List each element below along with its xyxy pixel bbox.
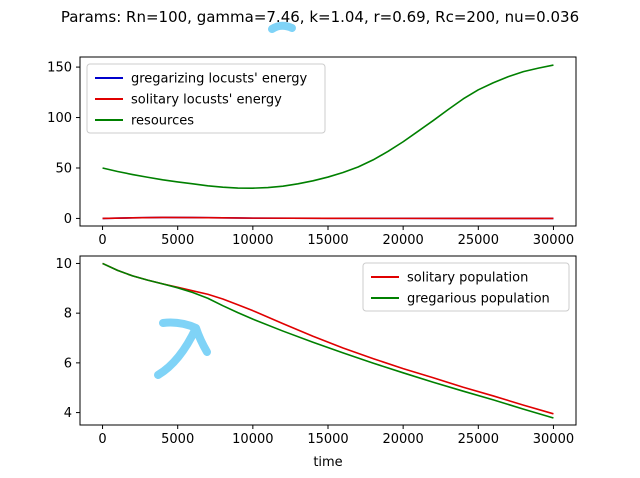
legend-label: gregarizing locusts' energy [131, 72, 307, 87]
x-axis-label: time [313, 455, 342, 470]
x-axis: 0 5000 10000 15000 20000 25000 30000 [98, 425, 574, 447]
y-axis: 4 6 8 10 [55, 257, 80, 421]
y-tick-label: 8 [64, 307, 72, 322]
chart-population: 0 5000 10000 15000 20000 25000 30000 4 6 8 10 sol… [55, 255, 577, 470]
y-tick-label: 4 [64, 406, 72, 421]
series-line-2 [102, 64, 554, 189]
x-tick-label: 30000 [533, 233, 574, 248]
series-layer [102, 262, 554, 419]
y-tick-label: 10 [55, 257, 72, 272]
x-tick-label: 15000 [307, 432, 348, 447]
x-tick-label: 5000 [161, 233, 194, 248]
legend-label: resources [131, 114, 194, 129]
x-tick-label: 0 [98, 432, 106, 447]
series-line-1 [102, 216, 554, 220]
legend-box [86, 63, 326, 134]
x-tick-label: 20000 [382, 432, 423, 447]
y-tick-label: 6 [64, 356, 72, 371]
figure-suptitle: Params: Rn=100, gamma=7.46, k=1.04, r=0.… [61, 8, 579, 26]
x-axis: 0 5000 10000 15000 20000 25000 30000 [98, 226, 574, 248]
x-tick-label: 25000 [458, 233, 499, 248]
legend: gregarizing locusts' energy solitary locu… [86, 63, 326, 134]
scribble-mark-icon [268, 21, 296, 33]
legend-label: solitary locusts' energy [131, 93, 282, 108]
y-tick-label: 100 [47, 111, 72, 126]
hand-drawn-annotations [154, 21, 296, 379]
series-layer [102, 64, 554, 220]
legend: solitary population gregarious population [362, 262, 570, 312]
x-tick-label: 10000 [232, 233, 273, 248]
x-tick-label: 5000 [161, 432, 194, 447]
y-tick-label: 50 [55, 161, 72, 176]
hand-drawn-arrow-icon [154, 318, 211, 379]
legend-box [362, 262, 570, 312]
x-tick-label: 0 [98, 233, 106, 248]
series-line-1 [102, 262, 554, 419]
legend-label: solitary population [407, 271, 528, 286]
x-tick-label: 15000 [307, 233, 348, 248]
x-tick-label: 20000 [382, 233, 423, 248]
y-tick-label: 150 [47, 61, 72, 76]
legend-label: gregarious population [407, 292, 550, 307]
x-tick-label: 10000 [232, 432, 273, 447]
chart-energy-resources: 0 5000 10000 15000 20000 25000 30000 0 50 100 150… [47, 56, 577, 248]
x-tick-label: 25000 [458, 432, 499, 447]
y-axis: 0 50 100 150 [47, 61, 80, 227]
x-tick-label: 30000 [533, 432, 574, 447]
y-tick-label: 0 [64, 212, 72, 227]
